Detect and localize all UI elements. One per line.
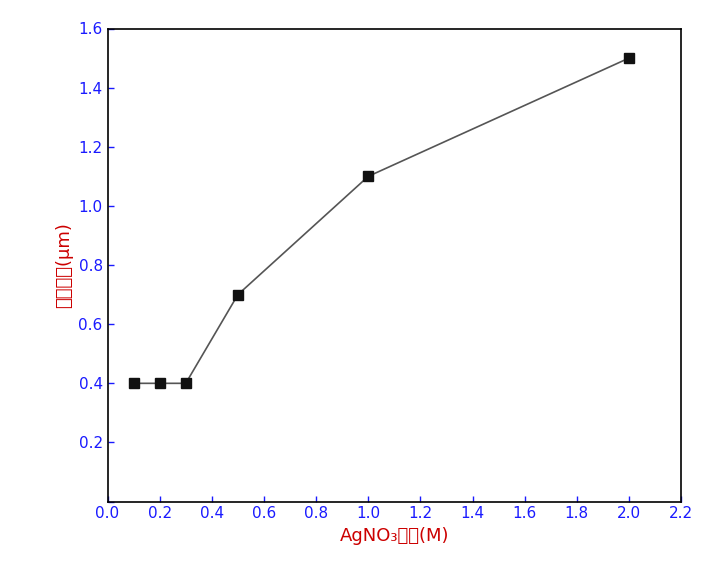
Y-axis label: 입자크기(μm): 입자크기(μm) [55,222,73,308]
X-axis label: AgNO₃농도(M): AgNO₃농도(M) [340,527,449,545]
